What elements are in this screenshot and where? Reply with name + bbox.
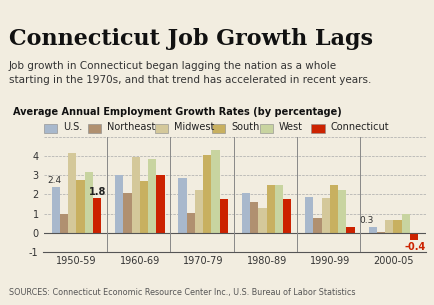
Bar [115,175,123,232]
Bar [274,185,283,232]
Bar [219,199,227,232]
Bar [52,187,60,232]
Bar [85,171,93,232]
Text: Job growth in Connecticut began lagging the nation as a whole
starting in the 19: Job growth in Connecticut began lagging … [9,61,370,85]
Bar [132,157,139,232]
Bar [283,199,291,232]
Bar [401,214,409,232]
Text: Average Annual Employment Growth Rates (by percentage): Average Annual Employment Growth Rates (… [13,107,341,117]
Bar [321,198,329,232]
Bar [392,220,401,232]
Bar [87,124,101,133]
Bar [178,178,186,232]
Bar [60,214,68,232]
Text: Connecticut: Connecticut [330,122,388,132]
Bar [409,232,417,240]
Bar [211,150,219,232]
Bar [154,124,168,133]
Bar [345,227,354,232]
Bar [194,190,203,232]
Bar [329,185,337,232]
Text: 2.4: 2.4 [47,177,62,185]
Bar [139,181,148,232]
Text: -0.4: -0.4 [404,242,425,252]
Bar [305,197,313,232]
Text: U.S.: U.S. [62,122,82,132]
Bar [43,124,57,133]
Bar [148,159,156,232]
Text: Connecticut Job Growth Lags: Connecticut Job Growth Lags [9,27,372,50]
Bar [203,155,211,232]
Text: Midwest: Midwest [173,122,214,132]
Bar [384,220,392,232]
Text: 0.3: 0.3 [358,216,373,225]
Bar [211,124,225,133]
Bar [68,152,76,232]
Text: South: South [230,122,259,132]
Bar [186,213,194,232]
Bar [368,227,376,232]
Text: SOURCES: Connecticut Economic Resource Center Inc., U.S. Bureau of Labor Statist: SOURCES: Connecticut Economic Resource C… [9,288,354,297]
Bar [241,193,250,232]
Bar [259,124,273,133]
Bar [258,208,266,232]
Text: Northeast: Northeast [106,122,155,132]
Bar [266,185,274,232]
Bar [337,190,345,232]
Bar [376,231,384,232]
Text: 1.8: 1.8 [89,187,106,197]
Text: West: West [278,122,302,132]
Bar [311,124,324,133]
Bar [123,193,132,232]
Bar [313,218,321,232]
Bar [93,198,101,232]
Bar [76,180,85,232]
Bar [250,202,258,232]
Bar [156,175,164,232]
